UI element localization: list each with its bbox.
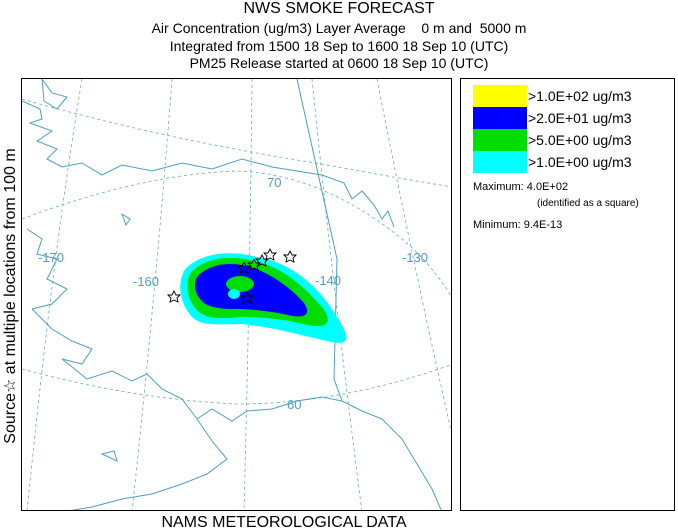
legend-label: >1.0E+02 ug/m3 <box>528 88 632 104</box>
maximum-note: (identified as a square) <box>537 198 639 209</box>
lon-label-170: -170 <box>38 250 64 265</box>
lat-label-60: 60 <box>287 397 301 412</box>
lon-label-160: -160 <box>133 274 159 289</box>
legend-label: >5.0E+00 ug/m3 <box>528 132 632 148</box>
maximum-value: 4.0E+02 <box>526 181 569 193</box>
legend-entry-2: >2.0E+01 ug/m3 <box>473 107 673 129</box>
maximum-stat: Maximum: 4.0E+02 <box>473 181 568 193</box>
islands <box>41 79 131 462</box>
lon-label-140: -140 <box>315 273 341 288</box>
source-side-label: Source☆ at multiple locations from 100 m <box>2 148 19 444</box>
forecast-title: NWS SMOKE FORECAST <box>243 0 435 17</box>
concentration-subtitle: Air Concentration (ug/m3) Layer Average … <box>151 20 527 36</box>
minimum-value: 9.4E-13 <box>523 219 563 231</box>
border-line <box>296 79 343 402</box>
legend-swatch <box>473 107 527 129</box>
legend-entry-3: >5.0E+00 ug/m3 <box>473 129 673 151</box>
lon-label-130: -130 <box>402 250 428 265</box>
graticule <box>22 79 451 510</box>
smoke-map: -170 -160 -140 -130 70 60 <box>21 78 452 511</box>
legend-label: >2.0E+01 ug/m3 <box>528 110 632 126</box>
legend-label: >1.0E+00 ug/m3 <box>528 154 632 170</box>
legend-swatch <box>473 151 527 173</box>
source-markers <box>166 247 298 304</box>
legend-panel: >1.0E+02 ug/m3 >2.0E+01 ug/m3 >5.0E+00 u… <box>460 78 675 511</box>
minimum-stat: Minimum: 9.4E-13 <box>473 219 562 231</box>
legend-entry-1: >1.0E+02 ug/m3 <box>473 85 673 107</box>
coastline <box>22 100 442 510</box>
map-canvas: -170 -160 -140 -130 70 60 <box>22 79 451 510</box>
legend-entry-4: >1.0E+00 ug/m3 <box>473 151 673 173</box>
lat-label-70: 70 <box>267 175 281 190</box>
smoke-plume <box>180 253 347 343</box>
integration-period: Integrated from 1500 18 Sep to 1600 18 S… <box>169 38 509 54</box>
release-info: PM25 Release started at 0600 18 Sep 10 (… <box>189 55 489 71</box>
legend-swatch <box>473 129 527 151</box>
legend-swatch <box>473 85 527 107</box>
maximum-label: Maximum: <box>473 181 524 193</box>
meteorological-data-label: NAMS METEOROLOGICAL DATA <box>161 514 407 531</box>
minimum-label: Minimum: <box>473 219 521 231</box>
